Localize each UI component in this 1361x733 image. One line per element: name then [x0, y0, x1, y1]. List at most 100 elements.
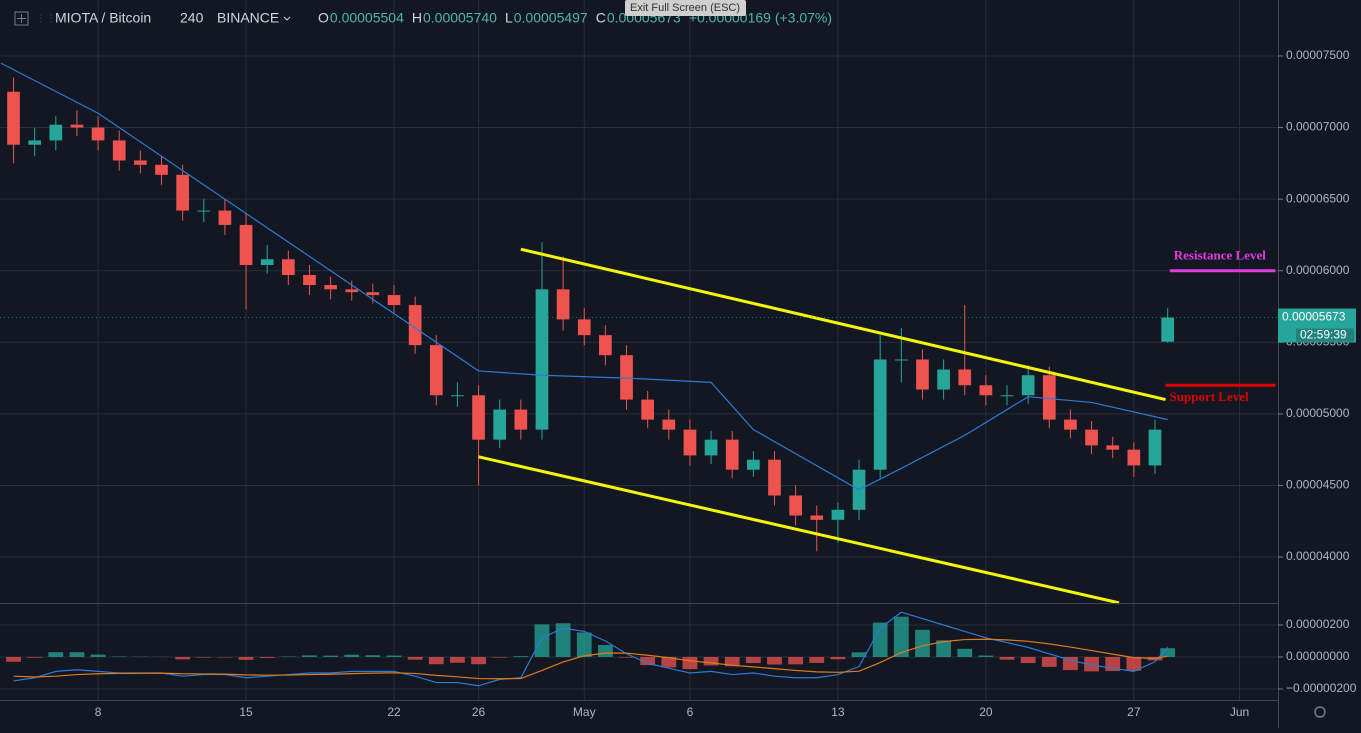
- candle-body: [726, 440, 739, 470]
- ohlc-key: O: [318, 10, 329, 26]
- histogram-bar: [1000, 657, 1015, 660]
- histogram-bar: [788, 657, 803, 664]
- histogram-bar: [471, 657, 486, 664]
- candle-body: [1022, 375, 1035, 395]
- x-tick-label: May: [573, 705, 596, 719]
- histogram-bar: [1042, 657, 1057, 667]
- histogram-bar: [27, 657, 42, 658]
- countdown: 02:59:39: [1300, 328, 1347, 342]
- candle-body: [662, 420, 675, 430]
- histogram-bar: [48, 652, 63, 657]
- histogram-bar: [239, 657, 254, 660]
- x-tick-label: 22: [387, 705, 401, 719]
- histogram-bar: [450, 657, 465, 663]
- histogram-bar: [196, 657, 211, 658]
- candle-body: [895, 359, 908, 360]
- histogram-bar: [492, 657, 507, 658]
- candle-body: [303, 275, 316, 285]
- candle-body: [937, 370, 950, 390]
- level-label: Resistance Level: [1174, 248, 1266, 263]
- candle-body: [1149, 430, 1162, 466]
- candle-body: [1106, 445, 1119, 449]
- ohlc-value: 0.00005497: [514, 10, 588, 26]
- x-tick-label: Jun: [1230, 705, 1249, 719]
- candle-body: [747, 460, 760, 470]
- histogram-bar: [1021, 657, 1036, 663]
- candle-body: [810, 516, 823, 520]
- ohlc-value: 0.00005504: [330, 10, 404, 26]
- candle-body: [768, 460, 781, 496]
- histogram-bar: [408, 657, 423, 660]
- candle-body: [1085, 430, 1098, 446]
- x-tick-label: 26: [472, 705, 486, 719]
- tooltip: Exit Full Screen (ESC): [630, 2, 740, 14]
- candle-body: [388, 295, 401, 305]
- x-tick-label: 6: [687, 705, 694, 719]
- exchange[interactable]: BINANCE: [217, 10, 279, 26]
- ohlc-key: C: [596, 10, 606, 26]
- y-tick-label: 0.00006500: [1286, 191, 1350, 205]
- x-tick-label: 27: [1127, 705, 1141, 719]
- histogram-bar: [598, 645, 613, 657]
- candle-body: [705, 440, 718, 456]
- candle-body: [472, 395, 485, 439]
- candle-body: [980, 385, 993, 395]
- candle-body: [557, 289, 570, 319]
- candle-body: [240, 225, 253, 265]
- histogram-bar: [344, 655, 359, 657]
- histogram-bar: [978, 656, 993, 657]
- candle-body: [578, 319, 591, 335]
- candle-body: [684, 430, 697, 456]
- histogram-bar: [302, 655, 317, 657]
- candle-body: [261, 259, 274, 265]
- x-tick-label: 13: [831, 705, 845, 719]
- candle-body: [430, 345, 443, 395]
- histogram-bar: [831, 657, 846, 659]
- histogram-bar: [429, 657, 444, 664]
- candle-body: [514, 410, 527, 430]
- candle-body: [493, 410, 506, 440]
- histogram-bar: [767, 657, 782, 665]
- candle-body: [789, 495, 802, 515]
- candle-body: [113, 140, 126, 160]
- histogram-bar: [323, 656, 338, 657]
- histogram-bar: [746, 657, 761, 663]
- candle-body: [71, 125, 84, 128]
- candle-body: [7, 92, 20, 145]
- histogram-bar: [683, 657, 698, 669]
- y-tick-label: 0.00000200: [1286, 617, 1350, 631]
- candle-body: [367, 292, 380, 295]
- candle-body: [832, 510, 845, 520]
- symbol[interactable]: MIOTA / Bitcoin: [55, 10, 151, 26]
- y-tick-label: −0.00000200: [1286, 681, 1357, 695]
- y-tick-label: 0.00004000: [1286, 549, 1350, 563]
- ohlc-key: H: [412, 10, 422, 26]
- candle-body: [958, 370, 971, 386]
- y-tick-label: 0.00005000: [1286, 406, 1350, 420]
- candle-body: [536, 289, 549, 429]
- histogram-bar: [387, 656, 402, 657]
- candle-body: [92, 128, 105, 141]
- x-tick-label: 20: [979, 705, 993, 719]
- histogram-bar: [513, 656, 528, 657]
- candle-body: [49, 125, 62, 141]
- candle-body: [1001, 395, 1014, 396]
- candle-body: [28, 140, 41, 144]
- candle-body: [134, 160, 147, 164]
- ohlc-value: 0.00005740: [423, 10, 497, 26]
- histogram-bar: [70, 652, 85, 657]
- candle-body: [1161, 318, 1174, 342]
- histogram-bar: [915, 630, 930, 657]
- histogram-bar: [6, 657, 21, 662]
- candle-body: [599, 335, 612, 355]
- candle-body: [641, 400, 654, 420]
- candle-body: [874, 359, 887, 469]
- interval: 240: [180, 10, 204, 26]
- x-tick-label: 15: [239, 705, 253, 719]
- y-tick-label: 0.00004500: [1286, 478, 1350, 492]
- drag-handle: ⋮⋮: [36, 14, 56, 25]
- candle-body: [219, 211, 232, 225]
